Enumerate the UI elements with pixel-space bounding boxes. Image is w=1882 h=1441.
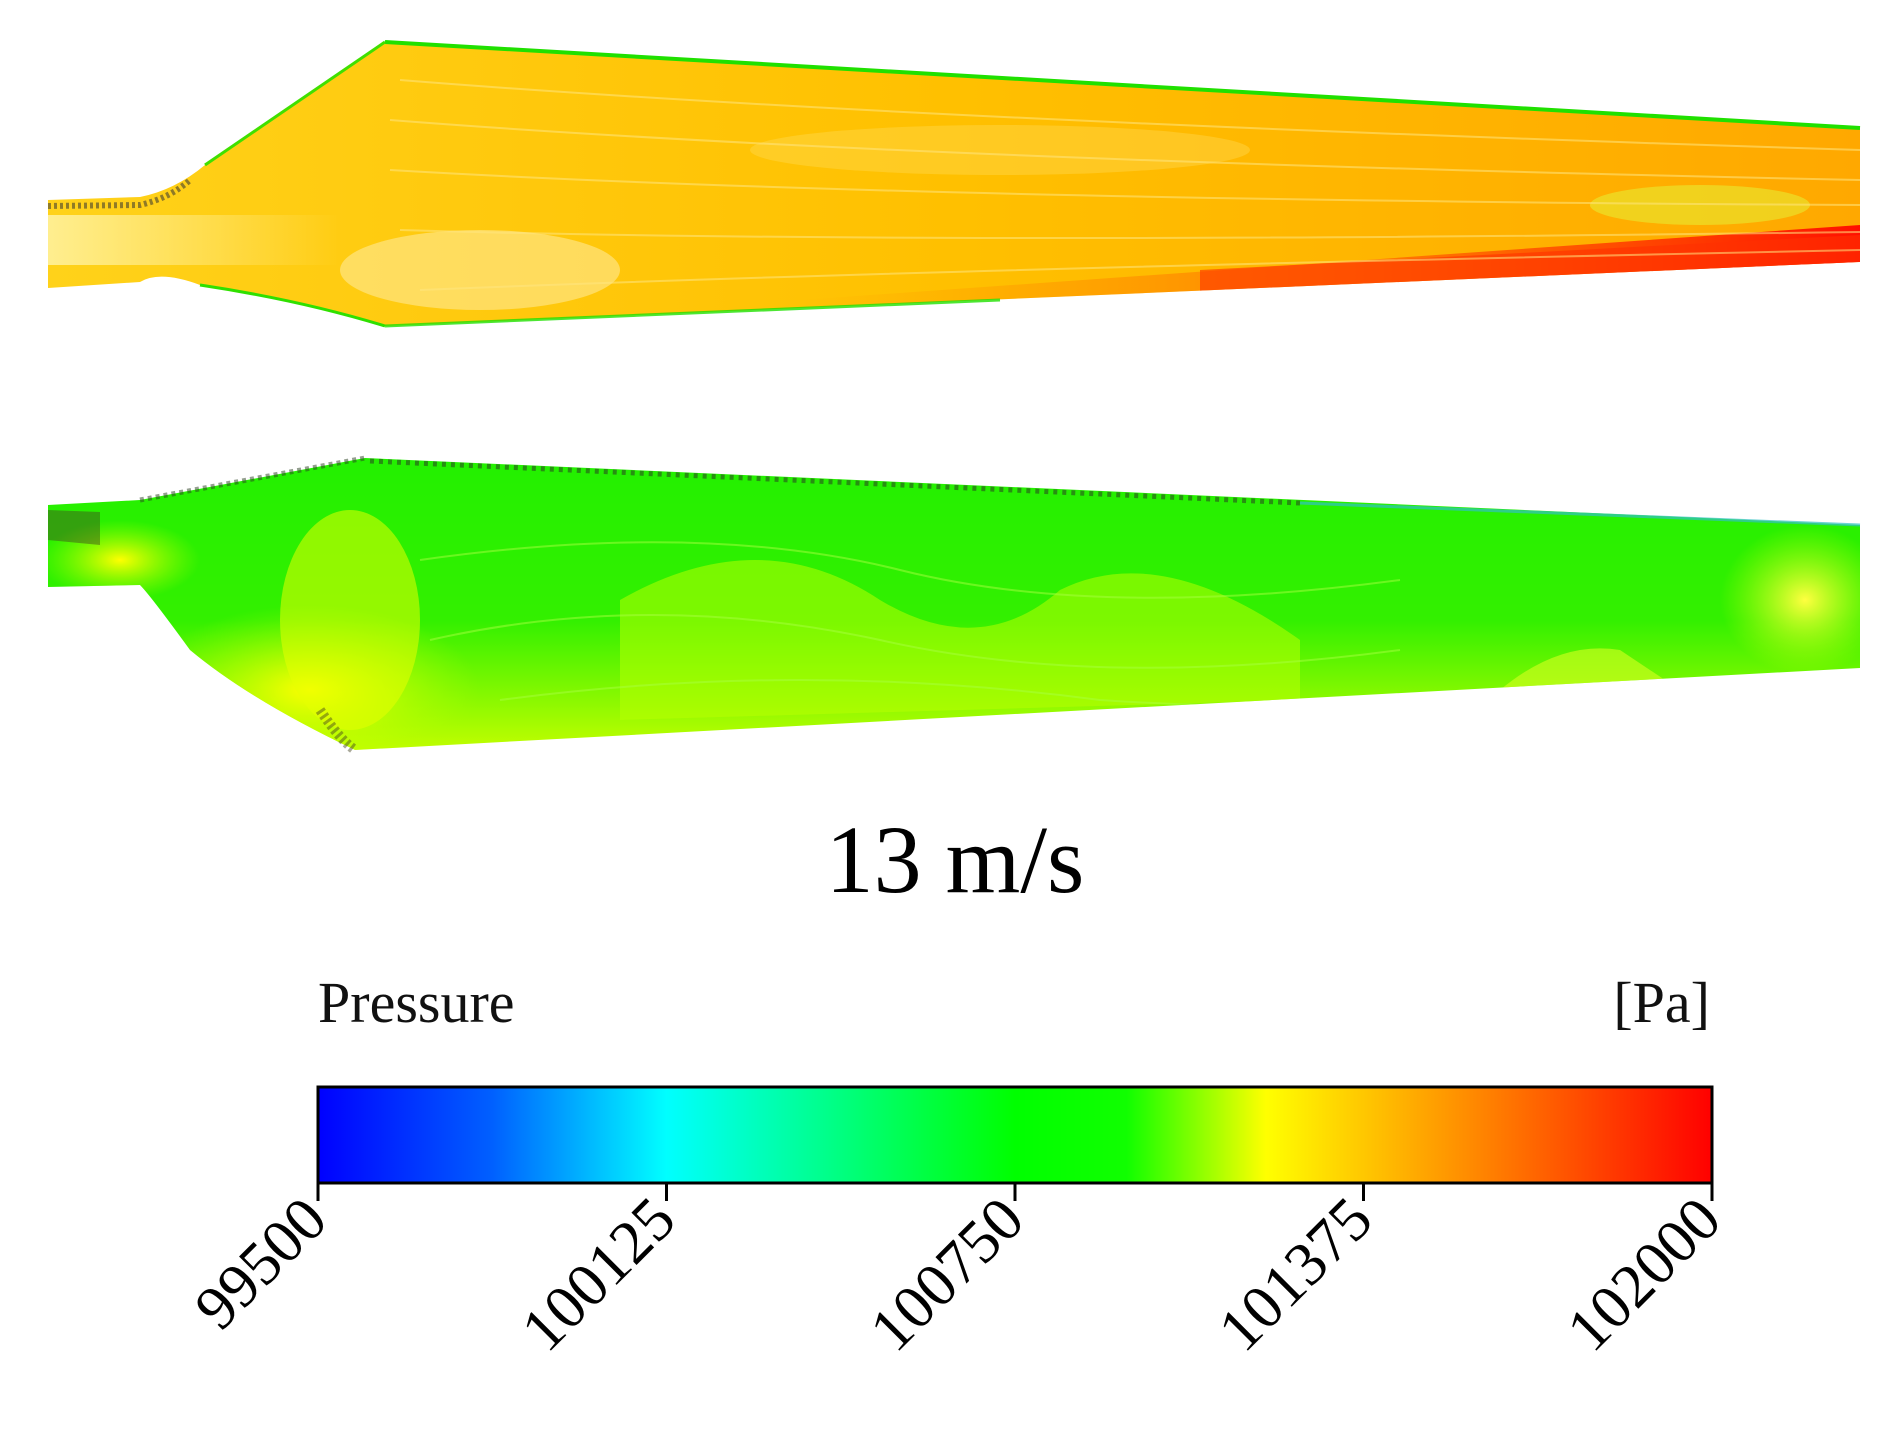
upper-blade: [47, 40, 1861, 328]
colorbar: [316, 1085, 1714, 1185]
colorbar-tick-label: 101375: [1206, 1185, 1386, 1365]
colorbar-ticks: 99500 100125 100750 101375 102000: [182, 1183, 1734, 1364]
colorbar-tick-label: 102000: [1554, 1185, 1734, 1365]
legend-unit: [Pa]: [1613, 970, 1710, 1035]
pressure-legend: Pressure [Pa] 99500 100125 100750 101375 102…: [182, 970, 1734, 1364]
wind-speed-caption: 13 m/s: [826, 806, 1085, 913]
colorbar-tick-label: 100750: [857, 1185, 1037, 1365]
legend-title: Pressure: [318, 970, 515, 1035]
colorbar-tick-label: 100125: [509, 1185, 689, 1365]
lower-blade: [48, 455, 1861, 755]
colorbar-tick-label: 99500: [182, 1185, 340, 1343]
